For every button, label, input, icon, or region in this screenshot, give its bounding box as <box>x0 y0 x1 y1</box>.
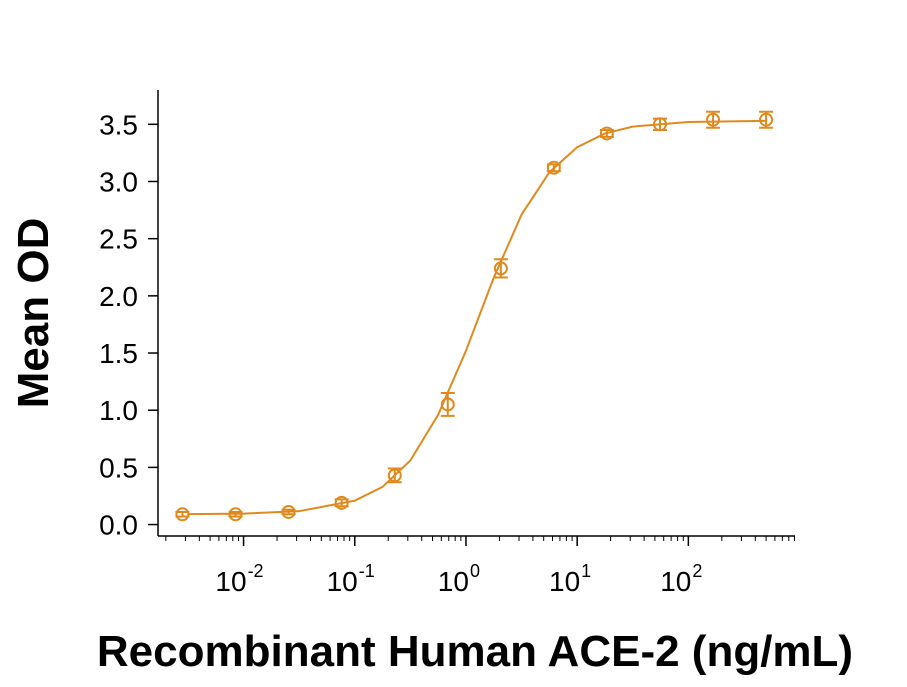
y-tick-label: 0.0 <box>99 510 138 541</box>
x-tick-exponent: -1 <box>359 561 375 581</box>
data-point <box>759 112 774 127</box>
fit-curve <box>187 119 767 516</box>
data-point <box>387 468 402 483</box>
x-tick-base: 10 <box>549 566 580 597</box>
x-tick-exponent: 0 <box>470 561 480 581</box>
y-tick-label: 2.5 <box>99 224 138 255</box>
data-point <box>706 112 721 127</box>
y-tick-label: 2.0 <box>99 281 138 312</box>
x-axis-title: Recombinant Human ACE-2 (ng/mL) <box>97 627 853 676</box>
x-tick-label: 10 2 <box>660 561 702 597</box>
y-axis-title: Mean OD <box>9 218 58 409</box>
data-point <box>546 160 561 175</box>
x-tick-exponent: 2 <box>692 561 702 581</box>
x-tick-exponent: 1 <box>581 561 591 581</box>
x-tick-base: 10 <box>215 566 246 597</box>
y-tick-label: 0.5 <box>99 452 138 483</box>
x-tick-base: 10 <box>438 566 469 597</box>
x-tick-base: 10 <box>660 566 691 597</box>
y-tick-label: 3.5 <box>99 109 138 140</box>
x-tick-label: 10 -1 <box>327 561 375 597</box>
x-tick-label: 10 1 <box>549 561 591 597</box>
y-tick-label: 3.0 <box>99 166 138 197</box>
x-tick-base: 10 <box>327 566 358 597</box>
data-point <box>599 126 614 141</box>
x-tick-label: 10 0 <box>438 561 480 597</box>
y-tick-label: 1.5 <box>99 338 138 369</box>
x-tick-label: 10 -2 <box>215 561 263 597</box>
y-tick-label: 1.0 <box>99 395 138 426</box>
x-tick-exponent: -2 <box>248 561 264 581</box>
